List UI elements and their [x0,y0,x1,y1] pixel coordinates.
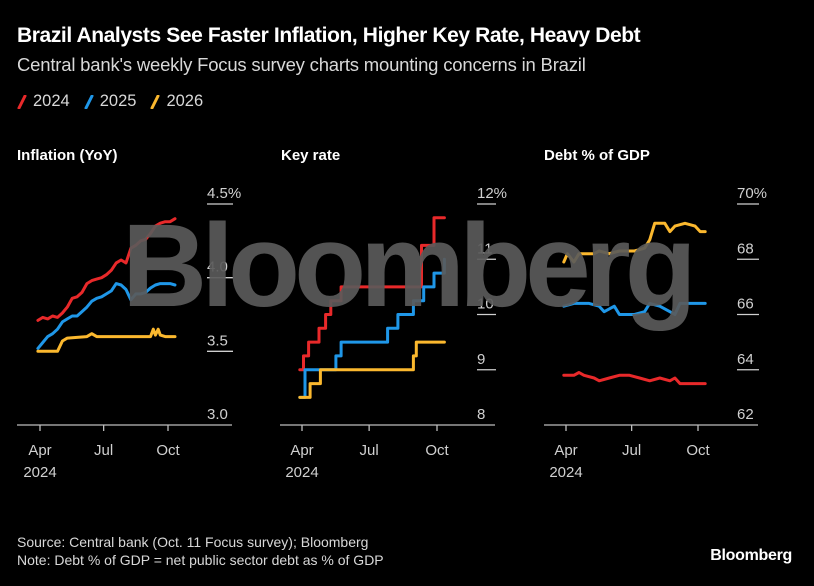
legend-swatch-2025 [84,94,94,109]
legend: 2024 2025 2026 [17,92,203,111]
y-tick-label: 3.5 [207,332,228,349]
x-tick-label: Jul [94,442,113,459]
panel-title: Key rate [281,147,340,164]
y-tick-label: 12% [477,185,507,202]
y-tick-label: 3.0 [207,406,228,423]
series-line-2024 [298,216,446,372]
y-tick-label: 4.0 [207,259,228,276]
panel-title: Inflation (YoY) [17,147,118,164]
y-tick-label: 68 [737,240,754,257]
bloomberg-logo: Bloomberg [710,547,792,564]
panel-title: Debt % of GDP [544,147,650,164]
definition-note: Note: Debt % of GDP = net public sector … [17,552,384,568]
series-line-2024 [562,371,707,386]
y-tick-label: 62 [737,406,754,423]
x-tick-label: Jul [360,442,379,459]
legend-item-2026: 2026 [150,92,203,111]
x-tick-label: Oct [686,442,710,459]
legend-label: 2026 [166,92,204,110]
x-tick-label: 2024 [23,464,56,481]
y-tick-label: 4.5% [207,185,241,202]
x-tick-label: Apr [28,442,51,459]
x-tick-label: 2024 [285,464,318,481]
x-tick-label: Oct [425,442,449,459]
panel-debt-of-gdp: Debt % of GDP 70% 68 66 64 62 Apr 2024 Jul Oct [544,147,767,481]
legend-item-2025: 2025 [84,92,137,111]
y-tick-label: 11 [477,240,493,257]
legend-swatch-2026 [150,94,160,109]
series-line-2025 [36,282,177,350]
y-tick-label: 8 [477,406,485,423]
series-line-2025 [562,301,707,316]
series-line-2026 [36,327,177,353]
x-tick-label: Apr [554,442,577,459]
y-tick-label: 66 [737,296,754,313]
chart-subtitle: Central bank's weekly Focus survey chart… [17,54,586,75]
source-note: Source: Central bank (Oct. 11 Focus surv… [17,534,369,550]
y-tick-label: 64 [737,351,754,368]
x-tick-label: Oct [156,442,180,459]
chart-title: Brazil Analysts See Faster Inflation, Hi… [17,24,641,47]
legend-label: 2025 [99,92,137,110]
legend-swatch-2024 [17,94,27,109]
series-line-2026 [562,221,707,264]
legend-item-2024: 2024 [17,92,70,111]
y-tick-label: 10 [477,296,494,313]
bloomberg-watermark: Bloomberg [122,200,691,332]
panel-inflation-yoy: Inflation (YoY) 4.5% 4.0 3.5 3.0 Apr 2024 Jul Oc… [17,147,241,481]
legend-label: 2024 [33,92,70,110]
x-tick-label: 2024 [549,464,582,481]
series-line-2026 [298,340,446,399]
x-tick-label: Jul [622,442,641,459]
x-tick-label: Apr [290,442,313,459]
series-line-2024 [36,217,177,322]
y-tick-label: 70% [737,185,767,202]
y-tick-label: 9 [477,351,485,368]
footer: Source: Central bank (Oct. 11 Focus surv… [17,533,384,569]
panel-key-rate: Key rate 12% 11 10 9 8 Apr 2024 Jul Oct [280,147,507,481]
